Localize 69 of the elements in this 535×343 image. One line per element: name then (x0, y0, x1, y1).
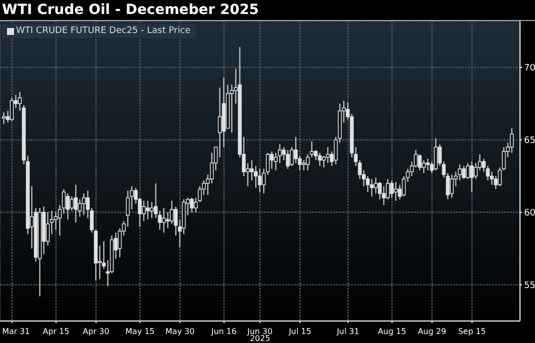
candlestick (250, 160, 254, 181)
candlestick (318, 152, 322, 166)
candlestick (462, 165, 466, 180)
candlestick (482, 158, 486, 172)
candlestick (146, 200, 150, 220)
x-tick-label: May 30 (165, 327, 195, 336)
candlestick (154, 182, 158, 219)
candlestick (118, 228, 122, 258)
text: 2025 (250, 334, 270, 343)
candlestick (190, 197, 194, 213)
candlestick (378, 181, 382, 200)
candlestick (142, 200, 146, 222)
x-tick-label: Mar 31 (2, 327, 30, 336)
x-tick-label: Jun 16 (210, 327, 237, 336)
candlestick (166, 212, 170, 229)
candlestick (54, 212, 58, 230)
candlestick (126, 190, 130, 228)
candlestick (382, 186, 386, 206)
x-tick-label: Aug 29 (418, 327, 446, 336)
candlestick (82, 192, 86, 216)
candlestick (74, 184, 78, 223)
candlestick (418, 154, 422, 171)
candlestick (394, 181, 398, 202)
candlestick (422, 160, 426, 174)
candlestick (434, 138, 438, 171)
candlestick (470, 161, 474, 193)
candlestick (302, 160, 306, 171)
candlestick (322, 155, 326, 168)
candlestick (510, 128, 514, 154)
candlestick (170, 200, 174, 224)
candlestick (162, 207, 166, 234)
candlestick (310, 140, 314, 158)
x-tick-label: Jun 30 (246, 327, 273, 336)
candlestick (402, 176, 406, 197)
y-tick-label: 60 (524, 208, 535, 218)
candlestick (294, 136, 298, 164)
y-tick-label: 65 (524, 136, 535, 146)
candlestick (286, 149, 290, 170)
candlestick (306, 154, 310, 171)
candlestick (450, 174, 454, 198)
y-tick-label: 70 (524, 64, 535, 74)
candlestick (474, 162, 478, 180)
candlestick (390, 180, 394, 198)
candlestick (218, 87, 222, 158)
candlestick (258, 168, 262, 193)
candlestick (326, 146, 330, 164)
candlestick (426, 158, 430, 171)
x-tick-label: Sep 15 (458, 327, 486, 336)
x-tick-label: May 15 (125, 327, 155, 336)
x-tick-label: Jul 15 (288, 327, 312, 336)
candlestick (274, 152, 278, 171)
candlestick (230, 84, 234, 134)
candlestick (10, 97, 14, 122)
candlestick (46, 212, 50, 246)
x-tick-label: Apr 15 (42, 327, 70, 336)
legend-label: WTI CRUDE FUTURE Dec25 - Last Price (16, 26, 191, 36)
candlestick (374, 177, 378, 194)
x-tick-label: Aug 15 (378, 327, 406, 336)
candlestick (66, 192, 70, 220)
y-tick-label: 55 (524, 280, 535, 291)
candlestick (270, 150, 274, 170)
candlestick (70, 196, 74, 212)
chart-title: WTI Crude Oil - Decemeber 2025 (0, 0, 535, 21)
candlestick (466, 162, 470, 180)
candlestick (370, 178, 374, 197)
x-tick-label: Jul 31 (336, 327, 360, 336)
candlestick (150, 202, 154, 219)
candlestick (290, 146, 294, 166)
x-tick-label: Apr 30 (82, 327, 110, 336)
